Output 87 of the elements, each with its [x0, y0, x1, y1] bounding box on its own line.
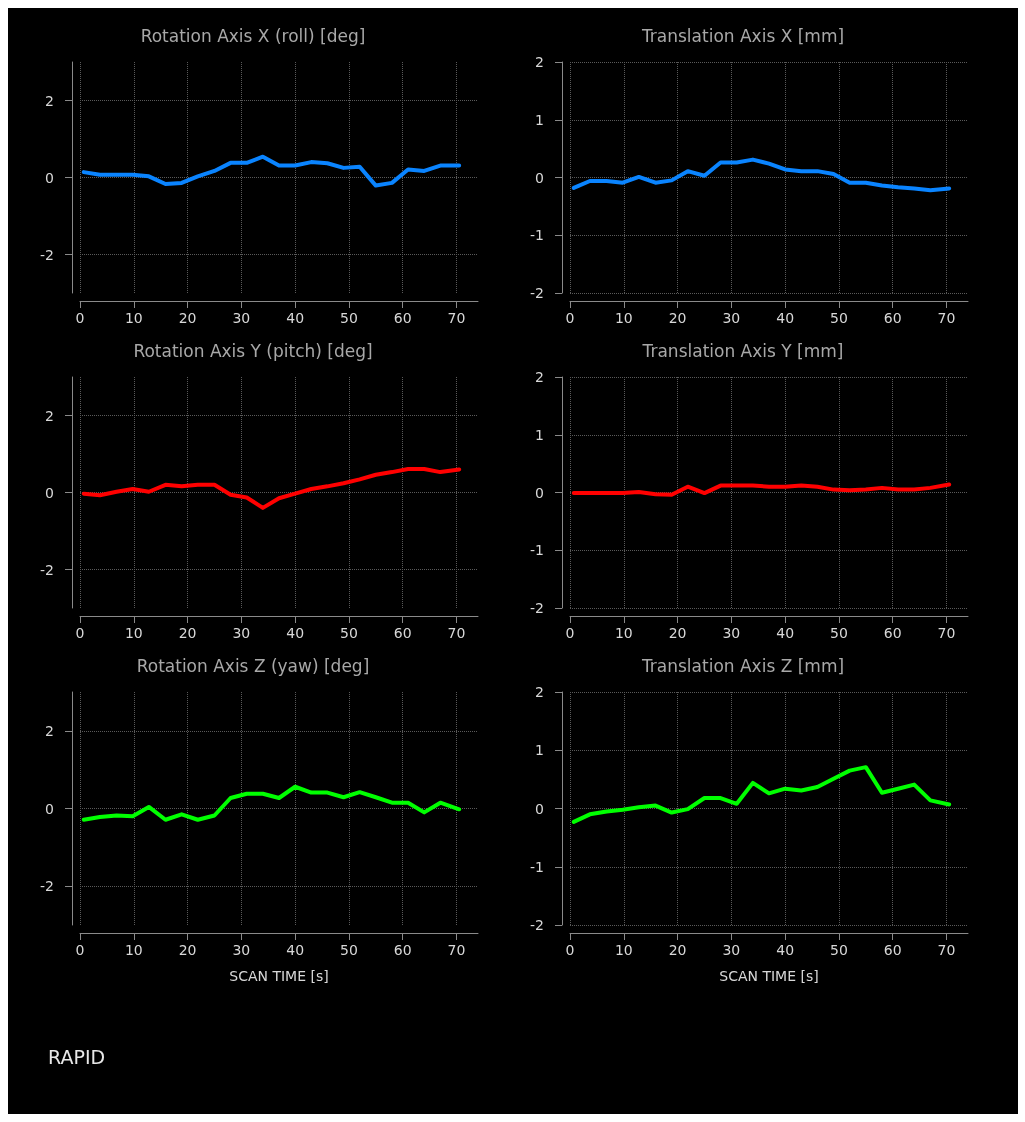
chart-title: Translation Axis Z [mm]: [640, 655, 845, 676]
x-tick-label: 0: [75, 625, 85, 641]
y-tick-label: 1: [535, 742, 544, 759]
y-tick-label: -2: [40, 878, 54, 895]
x-tick-label: 30: [722, 942, 741, 958]
chart-title: Rotation Axis X (roll) [deg]: [140, 25, 366, 46]
y-tick-label: 0: [535, 169, 544, 186]
x-tick-label: 70: [447, 942, 466, 958]
y-tick-label: 0: [535, 484, 544, 501]
line-series: [571, 157, 952, 193]
x-tick-label: 60: [883, 942, 902, 958]
x-tick-label: 40: [286, 310, 305, 326]
x-tick-label: 70: [937, 625, 956, 641]
y-tick-label: -2: [40, 246, 54, 263]
y-tick-label: 0: [45, 484, 54, 501]
y-tick-label: -1: [530, 858, 544, 875]
y-tick-label: 1: [535, 426, 544, 443]
line-series: [81, 784, 462, 822]
x-tick-label: 50: [830, 942, 848, 958]
x-tick-label: 20: [668, 625, 687, 641]
x-tick-label: 10: [614, 625, 633, 641]
x-tick-label: 20: [178, 310, 197, 326]
x-tick-label: 50: [340, 310, 358, 326]
chart-title: Rotation Axis Y (pitch) [deg]: [133, 340, 373, 361]
x-tick-label: 60: [883, 625, 902, 641]
chart-title: Translation Axis Y [mm]: [641, 340, 844, 361]
x-tick-label: 40: [776, 310, 795, 326]
x-tick-label: 0: [565, 942, 575, 958]
x-tick-label: 10: [614, 310, 633, 326]
x-tick-label: 40: [776, 942, 795, 958]
line-series: [571, 482, 952, 497]
chart-title: Translation Axis X [mm]: [640, 25, 845, 46]
x-tick-label: 70: [937, 942, 956, 958]
x-tick-label: 0: [75, 942, 85, 958]
x-tick-label: 30: [232, 625, 251, 641]
y-tick-label: 2: [535, 369, 544, 385]
x-tick-label: 40: [286, 942, 305, 958]
y-tick-label: 2: [45, 722, 54, 739]
x-tick-label: 70: [937, 310, 956, 326]
y-tick-label: -1: [530, 227, 544, 244]
x-tick-label: 50: [830, 310, 848, 326]
y-tick-label: 1: [535, 111, 544, 128]
y-tick-label: -2: [530, 600, 544, 616]
y-tick-label: -2: [530, 917, 544, 933]
x-tick-label: 40: [286, 625, 305, 641]
y-tick-label: -1: [530, 542, 544, 559]
x-tick-label: 0: [565, 625, 575, 641]
x-tick-label: 60: [393, 310, 412, 326]
y-tick-label: 0: [535, 800, 544, 817]
y-tick-label: 0: [45, 800, 54, 817]
x-tick-label: 10: [124, 942, 143, 958]
x-tick-label: 20: [668, 310, 687, 326]
chart-title: Rotation Axis Z (yaw) [deg]: [136, 655, 370, 676]
x-tick-label: 20: [178, 625, 197, 641]
x-tick-label: 50: [830, 625, 848, 641]
x-tick-label: 10: [614, 942, 633, 958]
x-tick-label: 60: [883, 310, 902, 326]
y-tick-label: 0: [45, 169, 54, 186]
x-tick-label: 0: [565, 310, 575, 326]
line-series: [81, 154, 462, 188]
text: RAPID: [48, 1046, 107, 1068]
y-tick-label: 2: [535, 684, 544, 700]
y-tick-label: -2: [40, 561, 54, 578]
x-tick-label: 50: [340, 625, 358, 641]
x-axis-title: SCAN TIME [s]: [229, 968, 329, 984]
y-tick-label: 2: [535, 54, 544, 70]
line-series: [571, 765, 952, 824]
y-tick-label: 2: [45, 92, 54, 109]
x-tick-label: 20: [668, 942, 687, 958]
x-tick-label: 60: [393, 942, 412, 958]
x-tick-label: 10: [124, 625, 143, 641]
x-tick-label: 70: [447, 310, 466, 326]
x-tick-label: 30: [232, 942, 251, 958]
y-tick-label: 2: [45, 407, 54, 424]
x-tick-label: 50: [340, 942, 358, 958]
x-tick-label: 60: [393, 625, 412, 641]
y-tick-label: -2: [530, 285, 544, 301]
x-axis-title: SCAN TIME [s]: [719, 968, 819, 984]
line-series: [81, 467, 462, 510]
x-tick-label: 30: [722, 625, 741, 641]
x-tick-label: 40: [776, 625, 795, 641]
x-tick-label: 10: [124, 310, 143, 326]
x-tick-label: 70: [447, 625, 466, 641]
x-tick-label: 20: [178, 942, 197, 958]
x-tick-label: 30: [232, 310, 251, 326]
x-tick-label: 0: [75, 310, 85, 326]
x-tick-label: 30: [722, 310, 741, 326]
